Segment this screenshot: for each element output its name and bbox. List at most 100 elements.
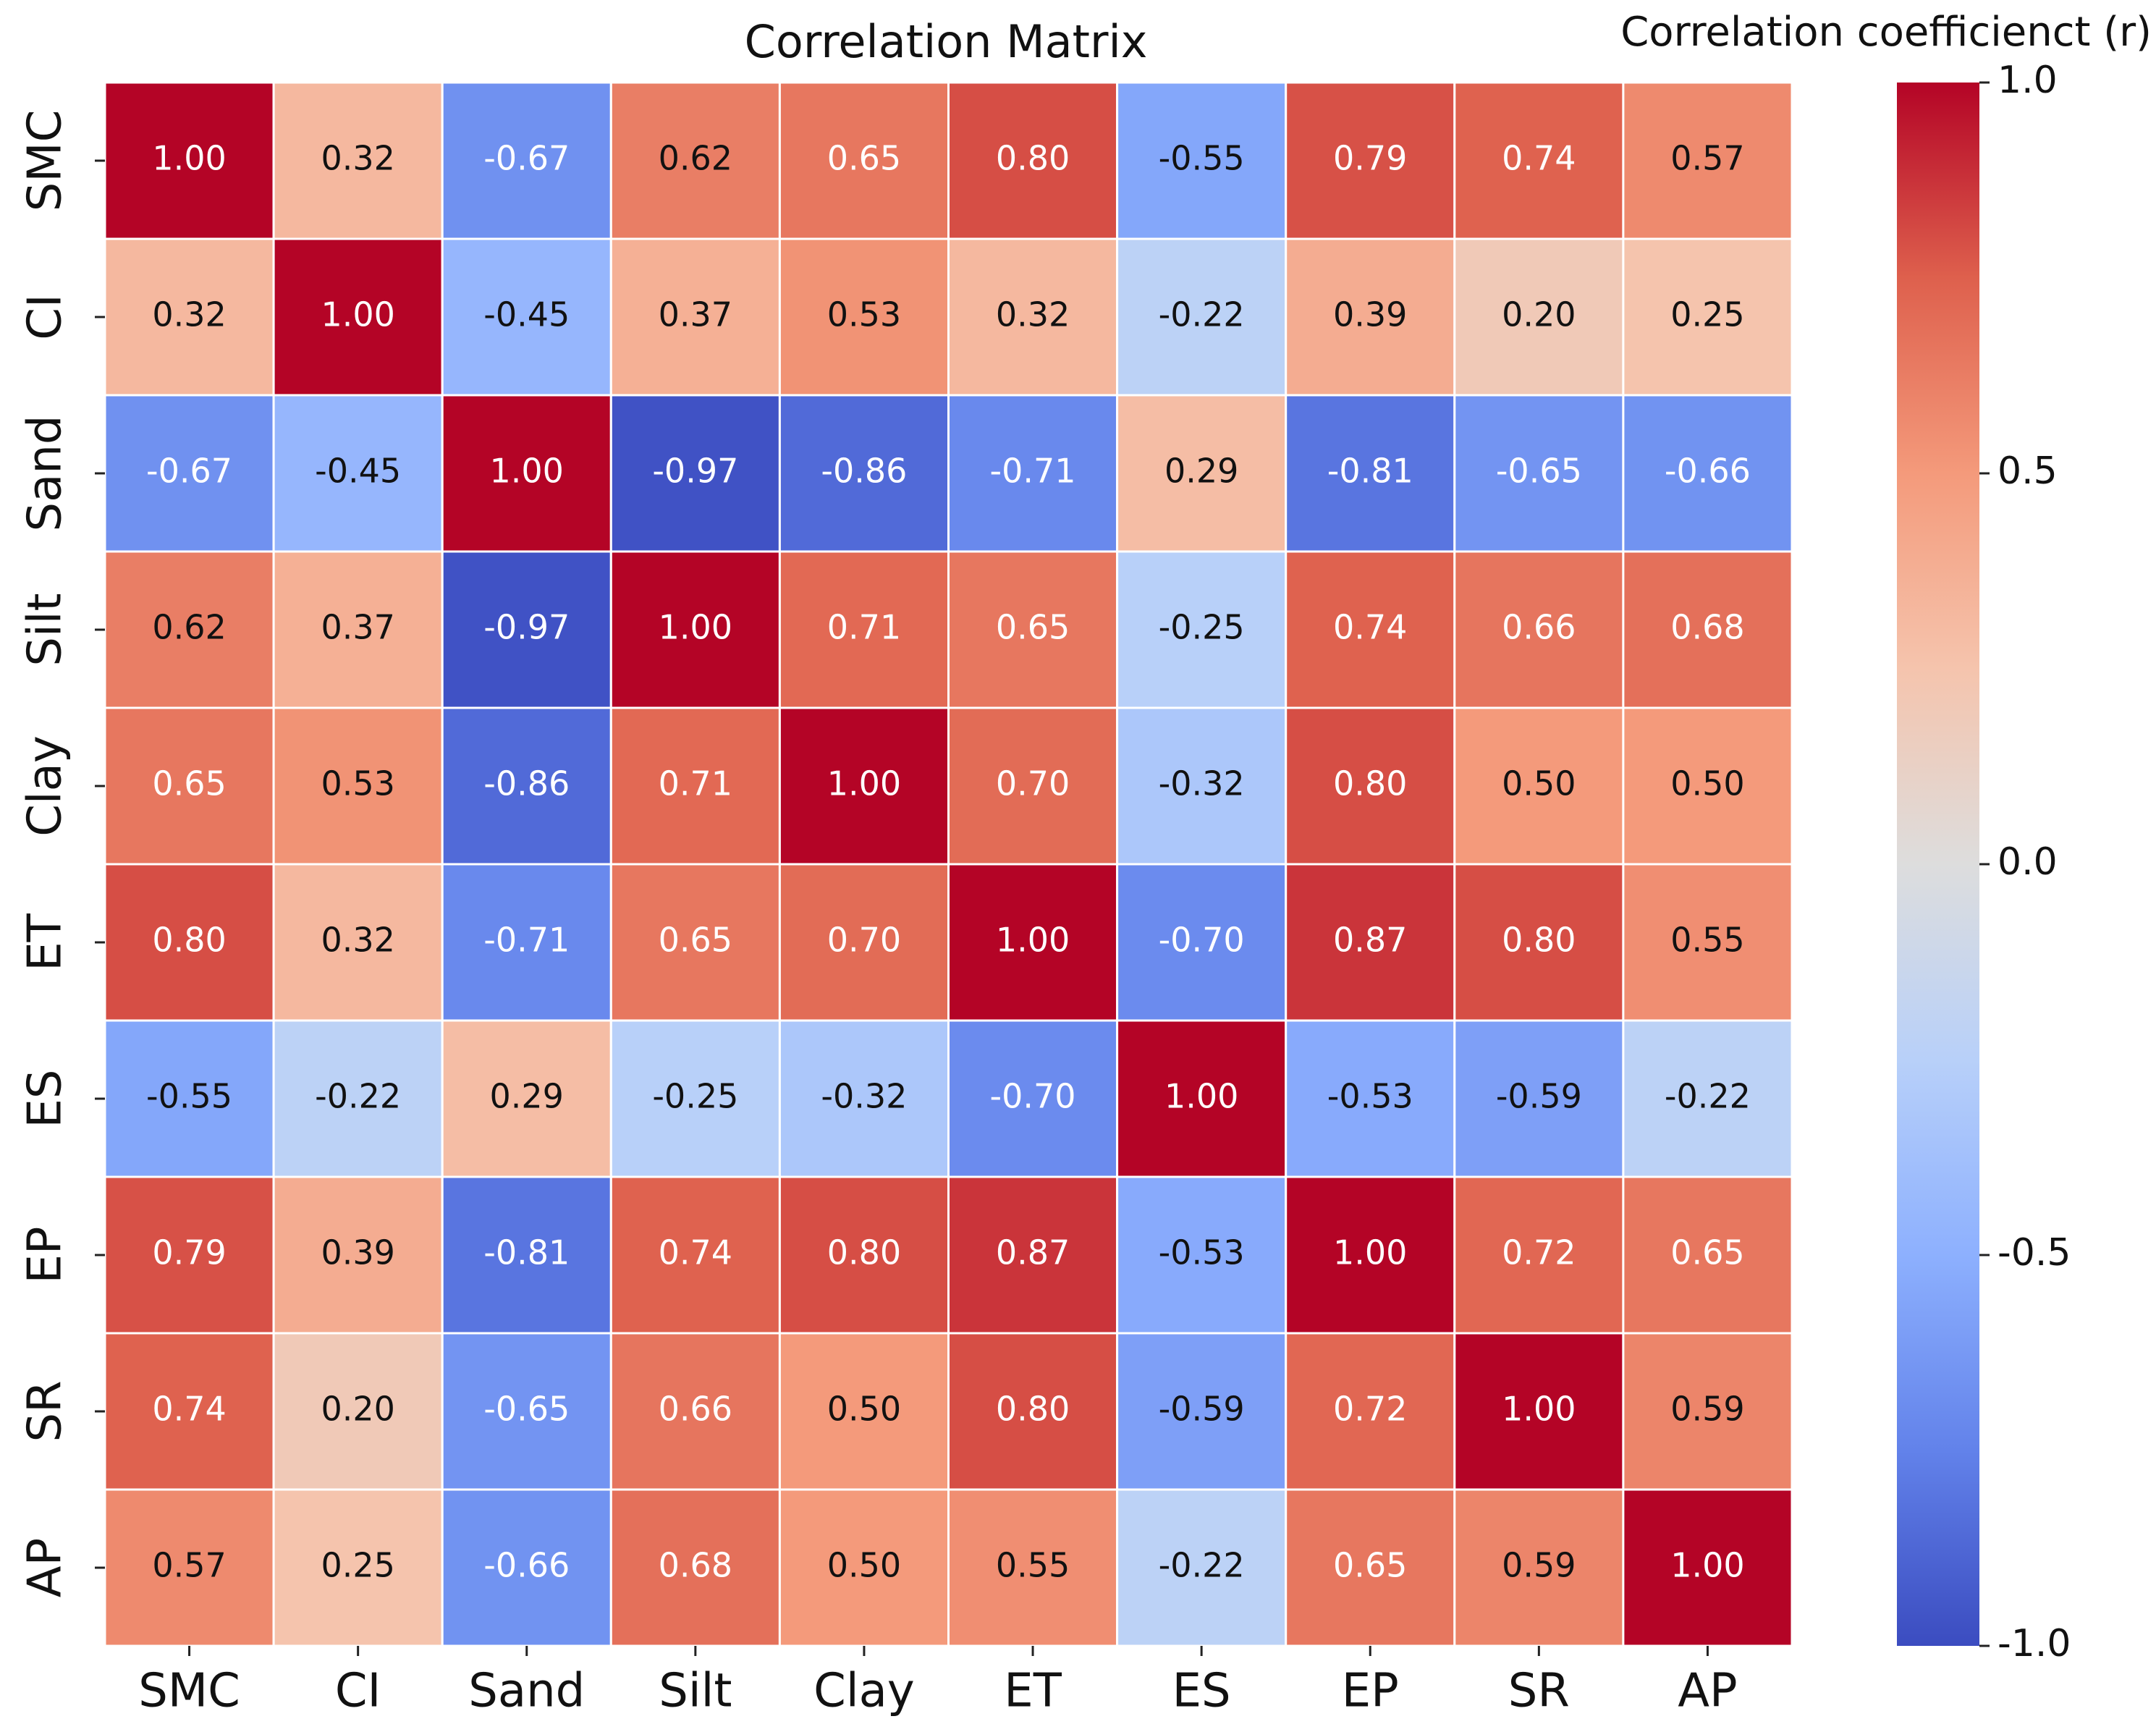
colorbar-tick-label: 0.5 <box>1998 449 2058 493</box>
heatmap-cell <box>1285 1175 1456 1335</box>
cell-label: 0.39 <box>1333 295 1407 334</box>
cell-label: 0.80 <box>996 1390 1070 1429</box>
cell-label: 0.53 <box>321 764 394 803</box>
heatmap-cell <box>441 863 612 1022</box>
cell-label: 0.65 <box>996 608 1070 647</box>
heatmap-cell <box>103 81 275 240</box>
cell-label: 0.20 <box>321 1390 394 1429</box>
x-tick-label: ES <box>1172 1665 1231 1718</box>
cell-label: -0.32 <box>1159 764 1245 803</box>
cell-label: 0.80 <box>1502 921 1576 960</box>
heatmap-cell <box>103 1019 275 1178</box>
cell-label: 0.79 <box>1333 139 1407 178</box>
cell-label: 0.57 <box>152 1546 226 1585</box>
y-tick-label: Clay <box>19 735 72 837</box>
chart-title: Correlation Matrix <box>745 15 1148 68</box>
cell-label: 0.66 <box>659 1390 732 1429</box>
colorbar-tick-label: 1.0 <box>1998 59 2058 102</box>
cell-label: 0.87 <box>1333 921 1407 960</box>
heatmap-cell <box>272 1175 444 1335</box>
heatmap-cell <box>1453 237 1625 397</box>
cell-label: 0.37 <box>659 295 732 334</box>
heatmap-cell <box>947 81 1119 240</box>
cell-label: 0.68 <box>1670 608 1744 647</box>
cell-label: 0.65 <box>827 139 901 178</box>
cell-label: 0.50 <box>1670 764 1744 803</box>
cell-label: 1.00 <box>1670 1546 1744 1585</box>
heatmap-cell <box>947 1488 1119 1647</box>
heatmap-cell <box>778 1332 950 1491</box>
heatmap-cell <box>441 1332 612 1491</box>
heatmap-cell <box>1622 1175 1793 1335</box>
x-tick-label: ET <box>1004 1665 1062 1718</box>
heatmap-cell <box>947 1175 1119 1335</box>
cell-label: 0.62 <box>659 139 732 178</box>
heatmap-cell <box>1453 863 1625 1022</box>
heatmap-cell <box>1622 706 1793 866</box>
cell-label: -0.71 <box>990 452 1076 491</box>
cell-label: 0.59 <box>1502 1546 1576 1585</box>
cell-label: 0.39 <box>321 1233 394 1272</box>
heatmap-cell <box>609 237 781 397</box>
cell-label: 0.80 <box>1333 764 1407 803</box>
cell-label: 0.80 <box>152 921 226 960</box>
heatmap-cell <box>778 1488 950 1647</box>
heatmap-cell <box>1285 237 1456 397</box>
heatmap-cell <box>1116 237 1288 397</box>
heatmap-cell <box>1453 1332 1625 1491</box>
heatmap-cell <box>609 1332 781 1491</box>
cell-label: 0.20 <box>1502 295 1576 334</box>
heatmap-cell <box>272 237 444 397</box>
cell-label: 1.00 <box>1333 1233 1407 1272</box>
cell-label: -0.25 <box>1159 608 1245 647</box>
heatmap-cell <box>1285 1488 1456 1647</box>
heatmap-cell <box>778 706 950 866</box>
heatmap-cell <box>1453 550 1625 709</box>
cell-label: 0.74 <box>1333 608 1407 647</box>
cell-label: -0.25 <box>652 1077 738 1116</box>
heatmap-cell <box>1285 1019 1456 1178</box>
cell-label: 0.29 <box>490 1077 564 1116</box>
cell-label: -0.55 <box>146 1077 232 1116</box>
cell-label: -0.67 <box>483 139 570 178</box>
heatmap-cell <box>778 81 950 240</box>
heatmap-cell <box>609 863 781 1022</box>
cell-label: 0.80 <box>996 139 1070 178</box>
cell-label: -0.66 <box>483 1546 570 1585</box>
cell-label: 0.71 <box>659 764 732 803</box>
heatmap-cell <box>947 1019 1119 1178</box>
colorbar-label: Correlation coefficienct (r) <box>1620 9 2152 56</box>
cell-label: -0.22 <box>315 1077 401 1116</box>
x-tick-label: AP <box>1678 1665 1737 1718</box>
cell-label: -0.32 <box>821 1077 907 1116</box>
y-tick-label: ES <box>19 1069 72 1128</box>
cell-label: 1.00 <box>659 608 732 647</box>
cell-label: 1.00 <box>1502 1390 1576 1429</box>
cell-label: 0.55 <box>1670 921 1744 960</box>
colorbar-tick-label: -1.0 <box>1998 1622 2071 1665</box>
heatmap-cell <box>1285 706 1456 866</box>
cell-label: 0.53 <box>827 295 901 334</box>
heatmap-cell <box>272 1488 444 1647</box>
heatmap-cell <box>272 1332 444 1491</box>
heatmap-cell <box>1116 1332 1288 1491</box>
cell-label: 0.65 <box>1333 1546 1407 1585</box>
heatmap-cell <box>441 394 612 553</box>
heatmap-cell <box>1453 1488 1625 1647</box>
cell-label: 0.71 <box>827 608 901 647</box>
cell-label: 1.00 <box>1164 1077 1238 1116</box>
x-tick-label: Clay <box>813 1665 915 1718</box>
cell-label: 0.65 <box>659 921 732 960</box>
cell-label: -0.81 <box>1327 452 1413 491</box>
cell-label: -0.59 <box>1159 1390 1245 1429</box>
cell-label: 0.32 <box>996 295 1070 334</box>
heatmap-cell <box>1622 237 1793 397</box>
cell-label: 0.87 <box>996 1233 1070 1272</box>
cell-label: -0.71 <box>483 921 570 960</box>
heatmap-cell <box>103 550 275 709</box>
colorbar-tick-label: 0.0 <box>1998 840 2058 884</box>
heatmap-cell <box>947 550 1119 709</box>
cell-label: -0.81 <box>483 1233 570 1272</box>
cell-label: 1.00 <box>490 452 564 491</box>
heatmap-cell <box>947 237 1119 397</box>
